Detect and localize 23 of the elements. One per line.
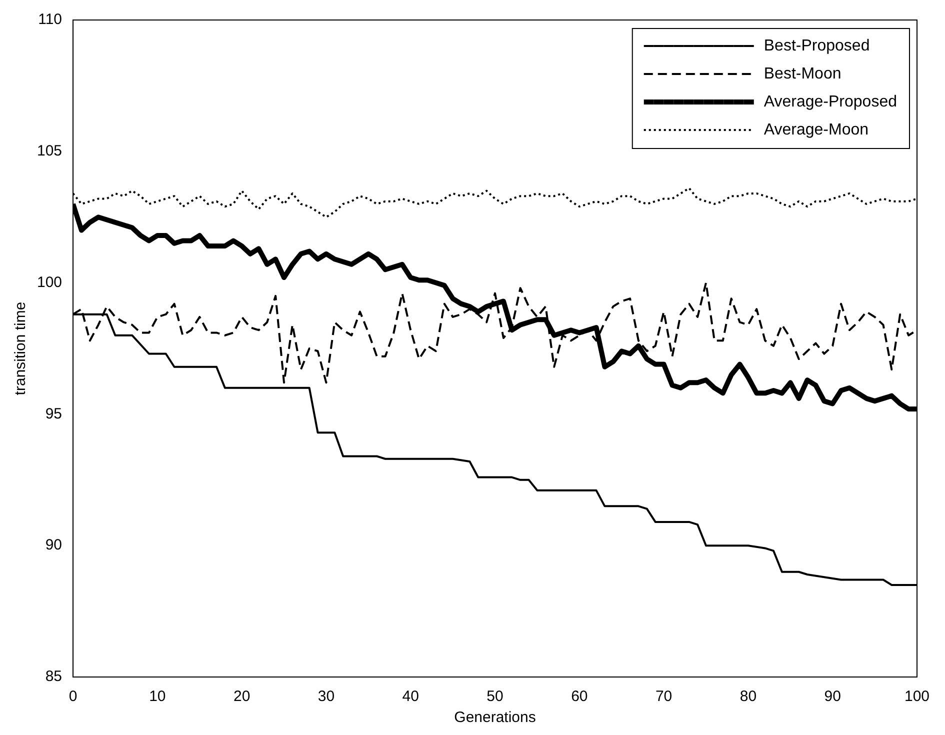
x-tick-label: 40 — [402, 688, 419, 706]
legend-label: Best-Moon — [764, 65, 842, 82]
y-tick-label: 100 — [36, 274, 62, 291]
y-tick-label: 85 — [45, 668, 62, 686]
x-tick-label: 0 — [68, 688, 78, 706]
x-tick-label: 60 — [571, 688, 588, 706]
x-axis-title: Generations — [454, 709, 536, 726]
x-tick-label: 20 — [233, 688, 250, 706]
x-tick-label: 10 — [149, 688, 166, 706]
y-tick-label: 110 — [38, 11, 62, 28]
legend-label: Best-Proposed — [764, 37, 870, 54]
x-tick-label: 50 — [486, 688, 504, 706]
x-tick-label: 30 — [318, 688, 335, 706]
x-tick-label: 100 — [904, 688, 930, 706]
x-tick-label: 90 — [824, 688, 841, 706]
legend-label: Average-Proposed — [764, 93, 897, 110]
y-tick-label: 95 — [45, 405, 62, 422]
x-tick-label: 70 — [655, 688, 672, 706]
y-axis-title: transition time — [12, 302, 30, 396]
x-tick-label: 80 — [740, 688, 757, 706]
y-tick-label: 105 — [36, 142, 62, 160]
y-tick-label: 90 — [45, 536, 62, 554]
legend-label: Average-Moon — [764, 121, 869, 138]
